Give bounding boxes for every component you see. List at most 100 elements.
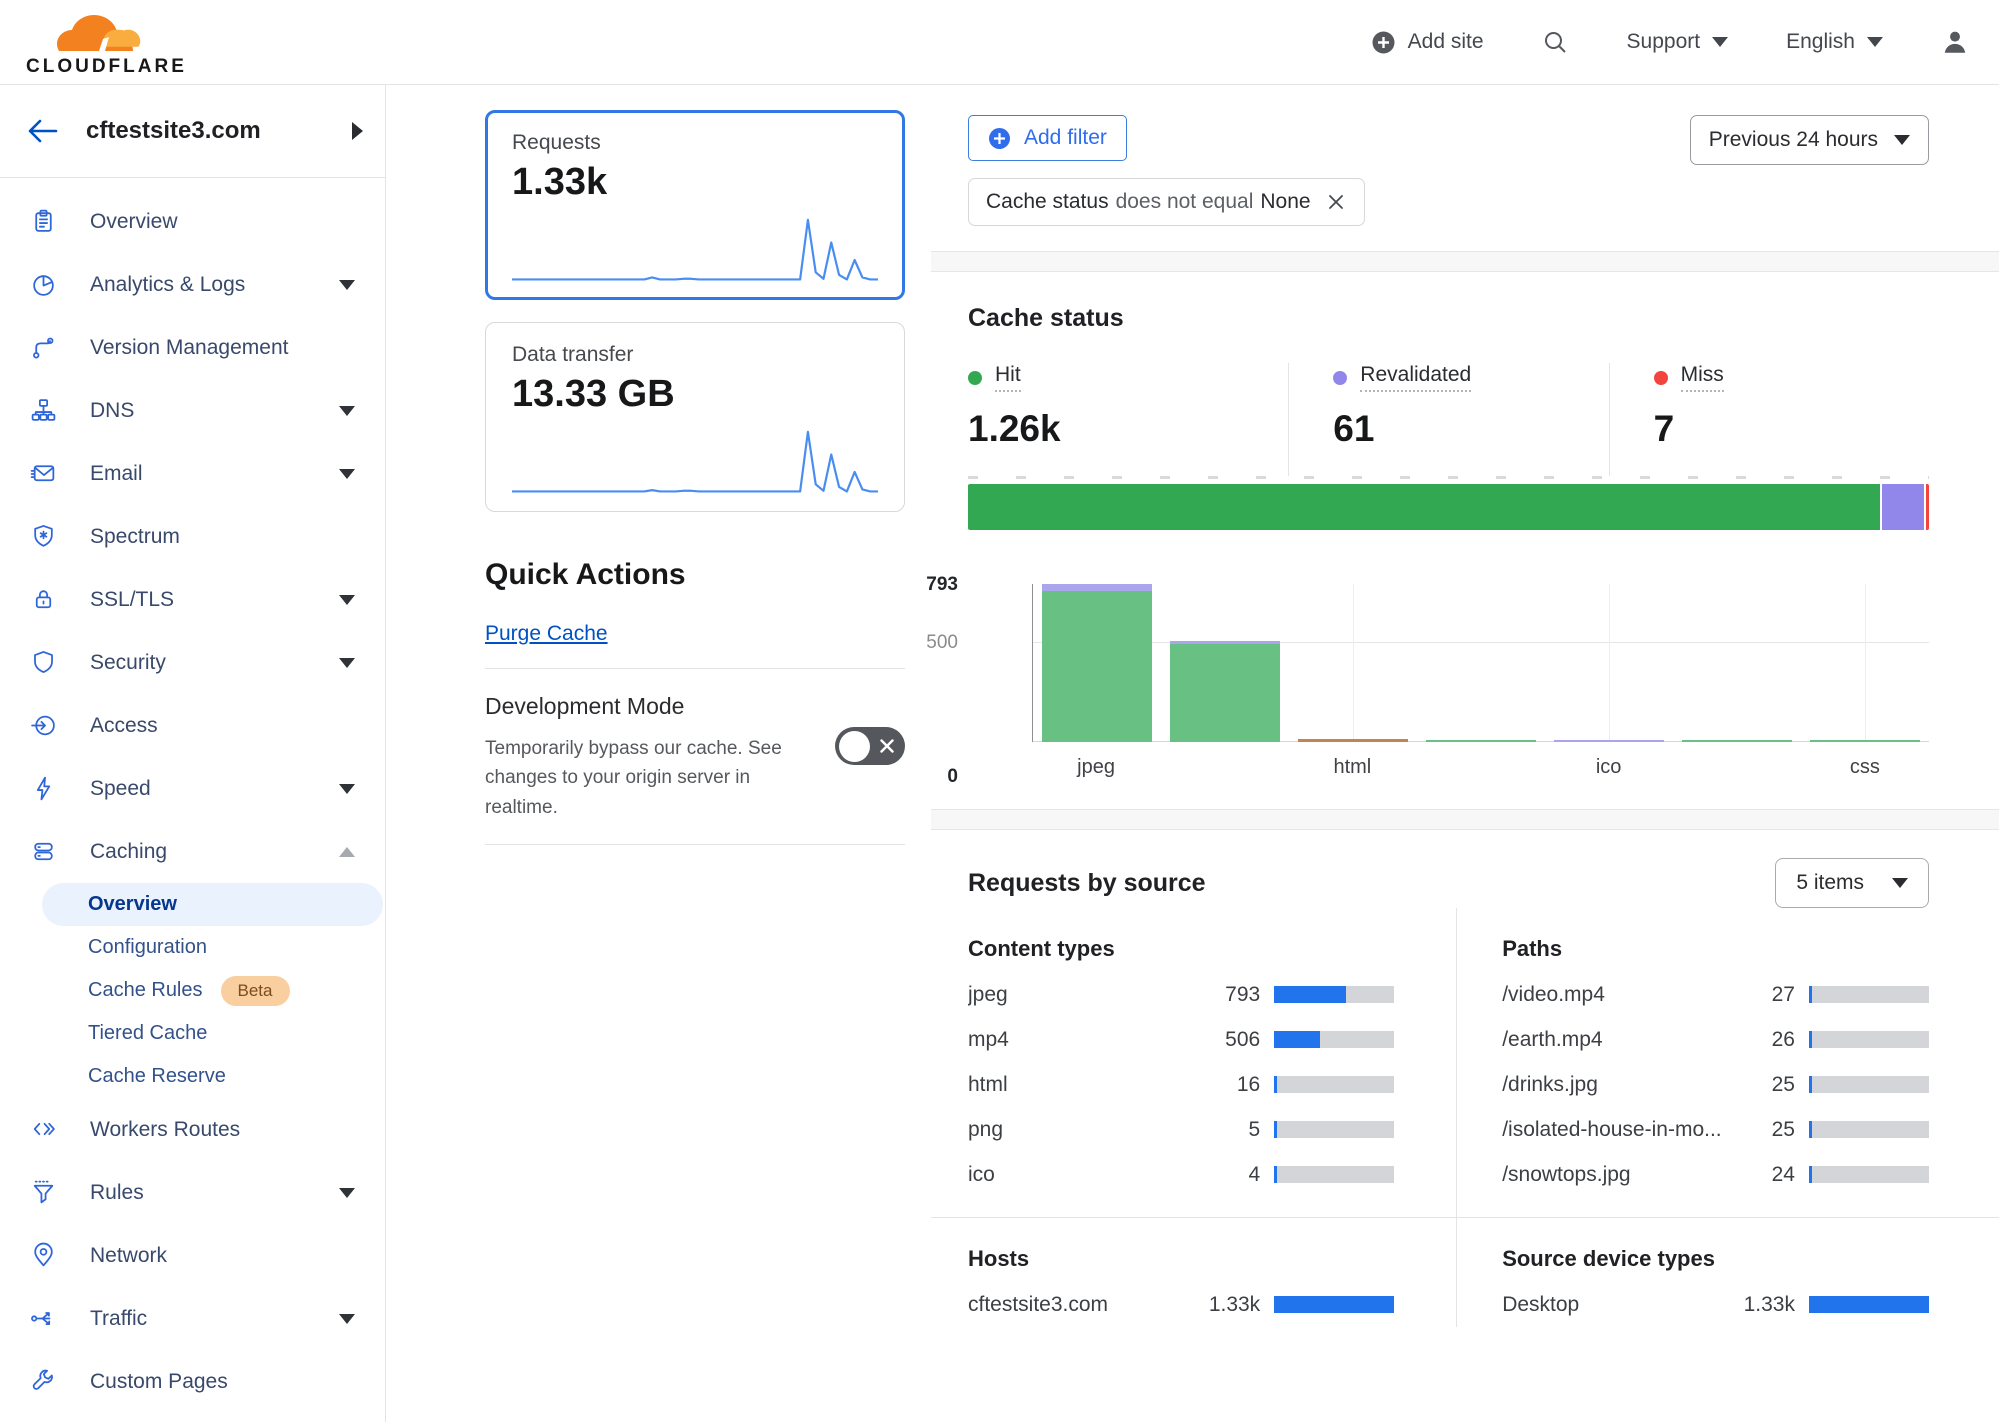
y-axis-label: 500 xyxy=(926,632,958,654)
table-row[interactable]: /video.mp4 27 xyxy=(1502,972,1929,1017)
cloudflare-logo[interactable]: CLOUDFLARE xyxy=(26,9,187,76)
table-row[interactable]: /isolated-house-in-mo... 25 xyxy=(1502,1107,1929,1152)
sidebar-item-rules[interactable]: Rules xyxy=(0,1161,385,1224)
requests-by-source-section: Requests by source 5 items Content types… xyxy=(931,830,1999,1327)
table-row[interactable]: ico 4 xyxy=(968,1152,1395,1197)
development-mode-toggle[interactable] xyxy=(835,727,905,765)
requests-label: Requests xyxy=(512,131,601,154)
sidebar-item-security[interactable]: Security xyxy=(0,631,385,694)
items-count-dropdown[interactable]: 5 items xyxy=(1775,858,1929,908)
wrench-icon xyxy=(30,1368,57,1395)
sidebar-item-network[interactable]: Network xyxy=(0,1224,385,1287)
sidebar-item-ssl-tls[interactable]: SSL/TLS xyxy=(0,568,385,631)
site-switcher-chevron[interactable] xyxy=(352,122,363,140)
sidebar-item-traffic[interactable]: Traffic xyxy=(0,1287,385,1350)
search-button[interactable] xyxy=(1542,29,1569,56)
row-meter-fill xyxy=(1274,986,1346,1003)
data-transfer-label: Data transfer xyxy=(512,343,634,366)
bar-unlabeled xyxy=(1161,584,1289,742)
filter-section: Add filter Previous 24 hours Cache statu… xyxy=(931,85,1999,251)
sidebar-subitem-overview[interactable]: Overview xyxy=(42,883,383,926)
content-types-list: jpeg 793 mp4 506 html 16 png 5 ico 4 xyxy=(968,972,1395,1197)
table-row[interactable]: html 16 xyxy=(968,1062,1395,1107)
legend-label[interactable]: Miss xyxy=(1680,363,1724,392)
sidebar-item-label: Traffic xyxy=(90,1306,148,1330)
sidebar-item-analytics-logs[interactable]: Analytics & Logs xyxy=(0,253,385,316)
row-value: 506 xyxy=(1225,1027,1261,1051)
bar-unlabeled xyxy=(1417,584,1545,742)
row-meter xyxy=(1808,1076,1929,1093)
device-types-heading: Source device types xyxy=(1502,1246,1715,1271)
sidebar-item-access[interactable]: Access xyxy=(0,694,385,757)
back-arrow-icon[interactable] xyxy=(26,118,58,144)
sidebar-subitem-cache-reserve[interactable]: Cache Reserve xyxy=(0,1055,385,1098)
content-types-heading: Content types xyxy=(968,936,1115,961)
row-label: /isolated-house-in-mo... xyxy=(1502,1117,1722,1141)
row-meter xyxy=(1274,1121,1395,1138)
chevron-down-icon xyxy=(1892,878,1908,888)
legend-label[interactable]: Revalidated xyxy=(1360,363,1472,392)
table-row[interactable]: png 5 xyxy=(968,1107,1395,1152)
paths-list: /video.mp4 27/earth.mp4 26/drinks.jpg 25/is… xyxy=(1502,972,1929,1197)
chevron-down-icon xyxy=(1867,37,1883,47)
table-row[interactable]: mp4 506 xyxy=(968,1017,1395,1062)
legend-head: Hit xyxy=(968,363,1288,392)
requests-metric-card[interactable]: Requests 1.33k xyxy=(485,110,905,300)
table-row[interactable]: /drinks.jpg 25 xyxy=(1502,1062,1929,1107)
development-mode-description: Temporarily bypass our cache. See change… xyxy=(485,738,782,818)
account-menu[interactable] xyxy=(1941,28,1969,56)
data-transfer-metric-card[interactable]: Data transfer 13.33 GB xyxy=(485,322,905,512)
sidebar-item-email[interactable]: Email xyxy=(0,442,385,505)
row-label: /video.mp4 xyxy=(1502,982,1605,1006)
chevron-down-icon xyxy=(339,468,355,479)
table-row[interactable]: Desktop 1.33k xyxy=(1502,1282,1929,1327)
data-transfer-sparkline xyxy=(512,424,878,498)
source-tables-grid: Content types jpeg 793 mp4 506 html 16 png 5 ico… xyxy=(931,908,1999,1327)
sidebar-subitem-configuration[interactable]: Configuration xyxy=(0,926,385,969)
toggle-knob xyxy=(839,730,870,762)
column-divider xyxy=(1456,908,1458,1327)
legend-label[interactable]: Hit xyxy=(995,363,1021,392)
cache-status-section: Cache status Hit 1.26k Revalidated 61 Miss 7 … xyxy=(926,272,1999,809)
sidebar-subitem-cache-rules[interactable]: Cache Rules Beta xyxy=(0,969,385,1012)
legend-value: 61 xyxy=(1333,408,1375,449)
x-axis-label xyxy=(1673,756,1801,779)
support-menu[interactable]: Support xyxy=(1627,30,1729,54)
row-meter-fill xyxy=(1274,1166,1278,1183)
filter-chip[interactable]: Cache status does not equal None xyxy=(968,178,1365,226)
chevron-up-icon xyxy=(339,846,355,857)
legend-dot-icon xyxy=(1333,370,1348,385)
table-row[interactable]: jpeg 793 xyxy=(968,972,1395,1017)
sidebar-item-version-management[interactable]: Version Management xyxy=(0,316,385,379)
sidebar-item-overview[interactable]: Overview xyxy=(0,190,385,253)
analytics-panel: Add filter Previous 24 hours Cache statu… xyxy=(926,85,1999,1422)
sidebar-subitem-tiered-cache[interactable]: Tiered Cache xyxy=(0,1012,385,1055)
dns-icon xyxy=(30,397,57,424)
bar-segment xyxy=(1425,740,1537,742)
row-meter xyxy=(1808,986,1929,1003)
purge-cache-link[interactable]: Purge Cache xyxy=(485,622,608,645)
time-range-dropdown[interactable]: Previous 24 hours xyxy=(1689,115,1929,165)
legend-head: Revalidated xyxy=(1333,363,1608,392)
sidebar-item-speed[interactable]: Speed xyxy=(0,757,385,820)
sidebar-item-workers-routes[interactable]: Workers Routes xyxy=(0,1098,385,1161)
sidebar-item-caching[interactable]: Caching xyxy=(0,820,385,883)
sidebar-item-spectrum[interactable]: Spectrum xyxy=(0,505,385,568)
row-label: mp4 xyxy=(968,1027,1009,1051)
sidebar-item-custom-pages[interactable]: Custom Pages xyxy=(0,1350,385,1413)
add-filter-button[interactable]: Add filter xyxy=(968,115,1127,161)
remove-filter-icon[interactable] xyxy=(1325,191,1347,213)
sidebar-item-dns[interactable]: DNS xyxy=(0,379,385,442)
sidebar-item-label: Speed xyxy=(90,776,151,800)
table-row[interactable]: /earth.mp4 26 xyxy=(1502,1017,1929,1062)
add-site-button[interactable]: Add site xyxy=(1371,30,1484,55)
bar-segment xyxy=(1169,641,1281,644)
chevron-down-icon xyxy=(1712,37,1729,47)
table-row[interactable]: cftestsite3.com 1.33k xyxy=(968,1282,1395,1327)
table-row[interactable]: /snowtops.jpg 24 xyxy=(1502,1152,1929,1197)
language-menu[interactable]: English xyxy=(1786,30,1883,54)
gridline xyxy=(1033,642,1929,644)
bar-ico xyxy=(1545,584,1673,742)
row-meter-fill xyxy=(1808,986,1812,1003)
filter-chip-field: Cache status xyxy=(986,190,1109,213)
